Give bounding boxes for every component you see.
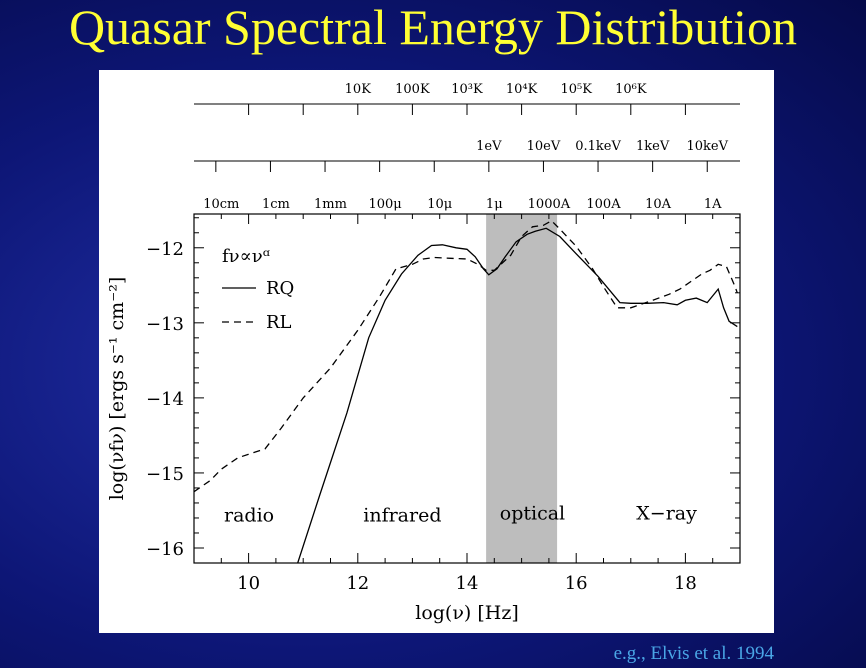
top-axis-label-temperature: 10⁴K [506, 82, 538, 97]
region-label-optical: optical [500, 502, 565, 524]
x-tick-label: 10 [237, 573, 260, 594]
top-axis-label-energy: 10keV [686, 139, 728, 154]
top-axis-label-wavelength: 10A [645, 197, 672, 212]
y-axis-title: log(νfν) [ergs s⁻¹ cm⁻²] [106, 277, 128, 501]
top-axis-label-temperature: 10K [345, 82, 372, 97]
top-axis-label-temperature: 10⁶K [615, 82, 647, 97]
x-tick-label: 12 [346, 573, 369, 594]
y-tick-label: −12 [146, 239, 184, 260]
top-axis-label-wavelength: 1000A [528, 197, 571, 212]
legend-label-rl: RL [266, 312, 292, 333]
top-axis-label-energy: 0.1keV [575, 139, 621, 154]
top-axis-label-wavelength: 100μ [368, 197, 401, 212]
top-axis-label-energy: 1eV [476, 139, 502, 154]
citation: e.g., Elvis et al. 1994 [613, 643, 774, 664]
series-rl-line [194, 219, 738, 493]
y-tick-label: −15 [146, 464, 184, 485]
region-label-infrared: infrared [363, 505, 441, 527]
x-axis-title: log(ν) [Hz] [415, 602, 519, 624]
x-tick-label: 14 [456, 573, 479, 594]
top-axis-label-wavelength: 1μ [486, 197, 503, 212]
top-axis-label-wavelength: 10μ [427, 197, 452, 212]
y-tick-label: −14 [146, 389, 184, 410]
top-axis-label-temperature: 10⁵K [560, 82, 592, 97]
top-axis-label-energy: 10eV [527, 139, 561, 154]
top-axis-label-wavelength: 1mm [314, 197, 347, 212]
sed-figure: 10 12 14 16 18 −12 −13 −14 −15 −16 log(ν) [Hz] log(… [99, 70, 774, 633]
top-axis-label-wavelength: 10cm [203, 197, 239, 212]
top-axis-label-wavelength: 1A [704, 197, 722, 212]
optical-band [486, 214, 558, 563]
legend-label-rq: RQ [266, 278, 294, 299]
y-tick-label: −16 [146, 539, 184, 560]
top-axis-label-temperature: 100K [395, 82, 430, 97]
region-label-xray: X−ray [636, 502, 697, 524]
y-tick-label: −13 [146, 314, 184, 335]
x-tick-label: 16 [565, 573, 588, 594]
legend-formula: fν∝νᵅ [222, 246, 270, 267]
top-axis-label-wavelength: 100A [586, 197, 621, 212]
top-axis-label-energy: 1keV [636, 139, 670, 154]
x-tick-label: 18 [674, 573, 697, 594]
top-axis-label-wavelength: 1cm [262, 197, 290, 212]
region-label-radio: radio [224, 505, 274, 527]
top-axis-label-temperature: 10³K [451, 82, 483, 97]
series-rq-line [297, 227, 738, 563]
slide-title: Quasar Spectral Energy Distribution [68, 0, 798, 55]
sed-chart: 10 12 14 16 18 −12 −13 −14 −15 −16 log(ν) [Hz] log(… [106, 82, 741, 624]
